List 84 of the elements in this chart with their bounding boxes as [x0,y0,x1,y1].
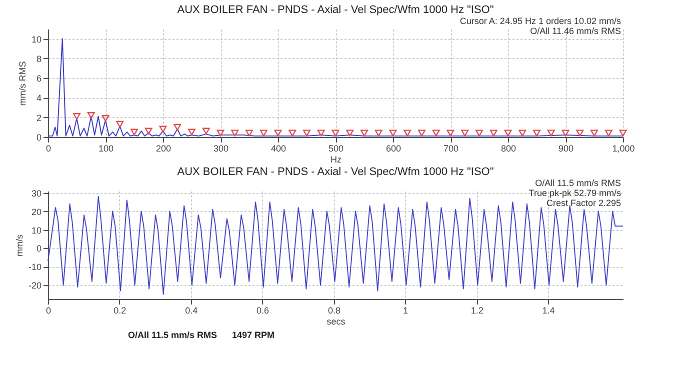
point [461,130,469,136]
x-tick-label: 1,000 [612,144,635,154]
x-tick-label: 0.2 [114,306,126,316]
line-series [48,196,624,295]
point [404,130,412,136]
text: 1497 RPM [232,330,275,340]
y-tick-label: 2 [36,112,42,123]
x-tick-label: 1.2 [470,306,484,316]
point [547,130,555,136]
x-tick-label: 600 [386,144,402,154]
point [72,113,81,120]
text: O/All 11.5 mm/s RMS [128,330,218,340]
point [562,130,570,136]
y-tick-label: 30 [31,188,42,198]
y-tick-label: 6 [36,74,42,84]
y-tick-label: -10 [28,262,42,272]
x-tick-label: 800 [500,144,516,154]
text: O/All 11.5 mm/s RMS [535,178,621,188]
x-tick-label: 0.8 [328,306,340,316]
point [317,130,325,136]
point [231,130,239,136]
point [432,130,440,136]
point [532,130,541,136]
y-axis-title: mm/s RMS [17,61,28,106]
y-tick-label: 10 [31,34,42,44]
text: Cursor A: 24.95 Hz 1 orders 10.02 mm/s [460,16,622,26]
point [332,130,340,136]
x-tick-label: 700 [443,144,459,154]
point [604,130,612,136]
point [619,130,627,136]
point [475,130,484,136]
point [188,128,196,136]
point [446,130,454,136]
annotation: True pk-pk 52.79 mm/s [528,188,622,198]
x-tick-label: 900 [558,144,574,154]
point [159,126,167,132]
point [360,130,368,136]
point [576,130,584,136]
x-axis-title: Hz [330,154,342,164]
x-tick-label: 200 [156,144,172,154]
point [389,130,397,136]
annotation: Crest Factor 2.295 [546,198,621,208]
point [174,124,182,131]
y-tick-label: 20 [31,206,42,217]
chart-title: AUX BOILER FAN - PNDS - Axial - Vel Spec/Wfm 1000 Hz "ISO" [177,4,494,16]
x-tick-label: 0.4 [185,306,198,316]
point [144,128,152,134]
y-tick-label: 8 [36,54,42,64]
x-tick-label: 400 [270,144,286,154]
y-tick-label: -20 [28,280,42,291]
point [87,112,95,119]
y-tick-label: 0 [36,132,42,142]
annotation: O/All 11.46 mm/s RMS [530,26,621,36]
point [374,130,382,136]
point [130,128,138,136]
y-tick-label: 0 [36,244,42,254]
y-axis-title: mm/s [14,234,24,256]
point [116,120,124,128]
x-tick-label: 0.6 [256,306,270,316]
y-tick-label: 10 [31,225,42,236]
x-tick-label: 300 [213,144,229,154]
x-tick-label: 100 [98,144,114,154]
point [288,130,296,136]
x-tick-label: 1 [403,306,408,316]
point [518,130,526,136]
point [216,130,224,136]
x-tick-label: 1.4 [542,306,555,316]
point [274,130,282,136]
point [102,115,110,122]
point [590,130,598,136]
point [346,130,354,136]
chart-title: AUX BOILER FAN - PNDS - Axial - Vel Spec/Wfm 1000 Hz "ISO" [177,166,494,178]
point [245,130,254,136]
point [418,130,426,136]
point [302,130,311,136]
point [202,128,210,134]
x-axis-title: secs [326,316,346,326]
y-tick-label: 4 [36,93,42,104]
point [260,130,268,136]
x-tick-label: 0 [46,306,52,316]
x-tick-label: 500 [328,144,344,154]
point [490,130,498,136]
point [504,130,512,136]
x-tick-label: 0 [46,144,52,154]
